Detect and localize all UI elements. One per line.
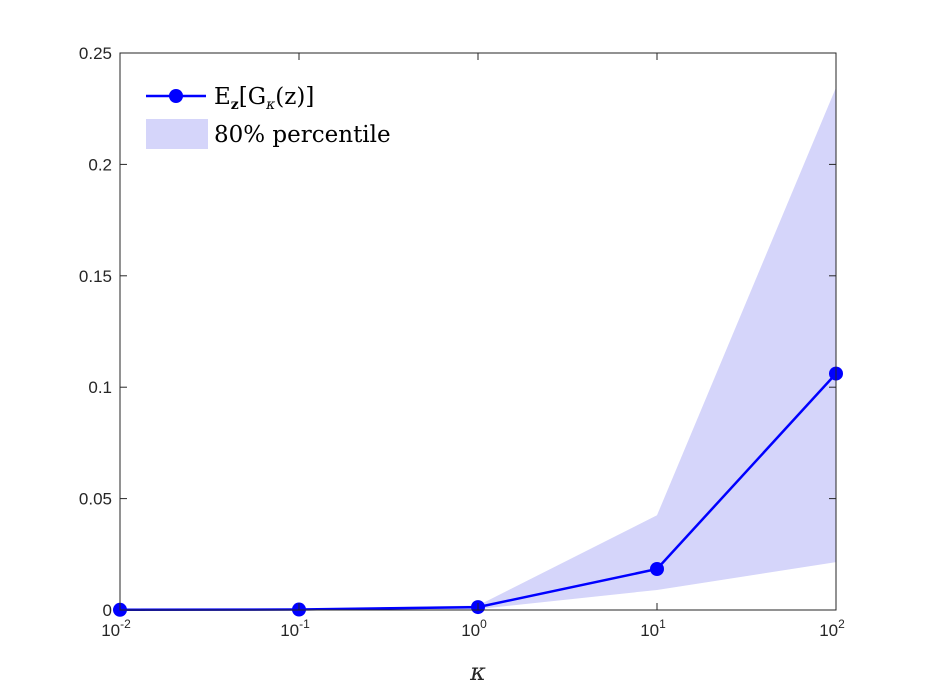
x-tick-label: 101 xyxy=(640,617,666,640)
y-tick-label: 0.2 xyxy=(88,155,112,174)
x-tick-label: 10-1 xyxy=(280,617,310,640)
legend-band-label: 80% percentile xyxy=(214,122,391,148)
legend: Ez[Gκ(z)] 80% percentile xyxy=(146,84,391,149)
x-tick-label: 100 xyxy=(461,617,487,640)
y-tick-label: 0.1 xyxy=(88,378,112,397)
x-axis-label: κ xyxy=(469,658,486,686)
legend-marker-swatch xyxy=(169,89,183,103)
y-tick-label: 0.15 xyxy=(79,267,112,286)
x-tick-label: 102 xyxy=(819,617,845,640)
data-point xyxy=(650,562,664,577)
x-tick-label: 10-2 xyxy=(101,617,131,640)
percentile-band xyxy=(120,87,836,610)
legend-band-swatch xyxy=(146,119,208,149)
y-tick-label: 0.05 xyxy=(79,490,112,509)
y-tick-label: 0 xyxy=(103,601,112,620)
y-tick-label: 0.25 xyxy=(79,44,112,63)
legend-series-label: Ez[Gκ(z)] xyxy=(214,84,314,113)
